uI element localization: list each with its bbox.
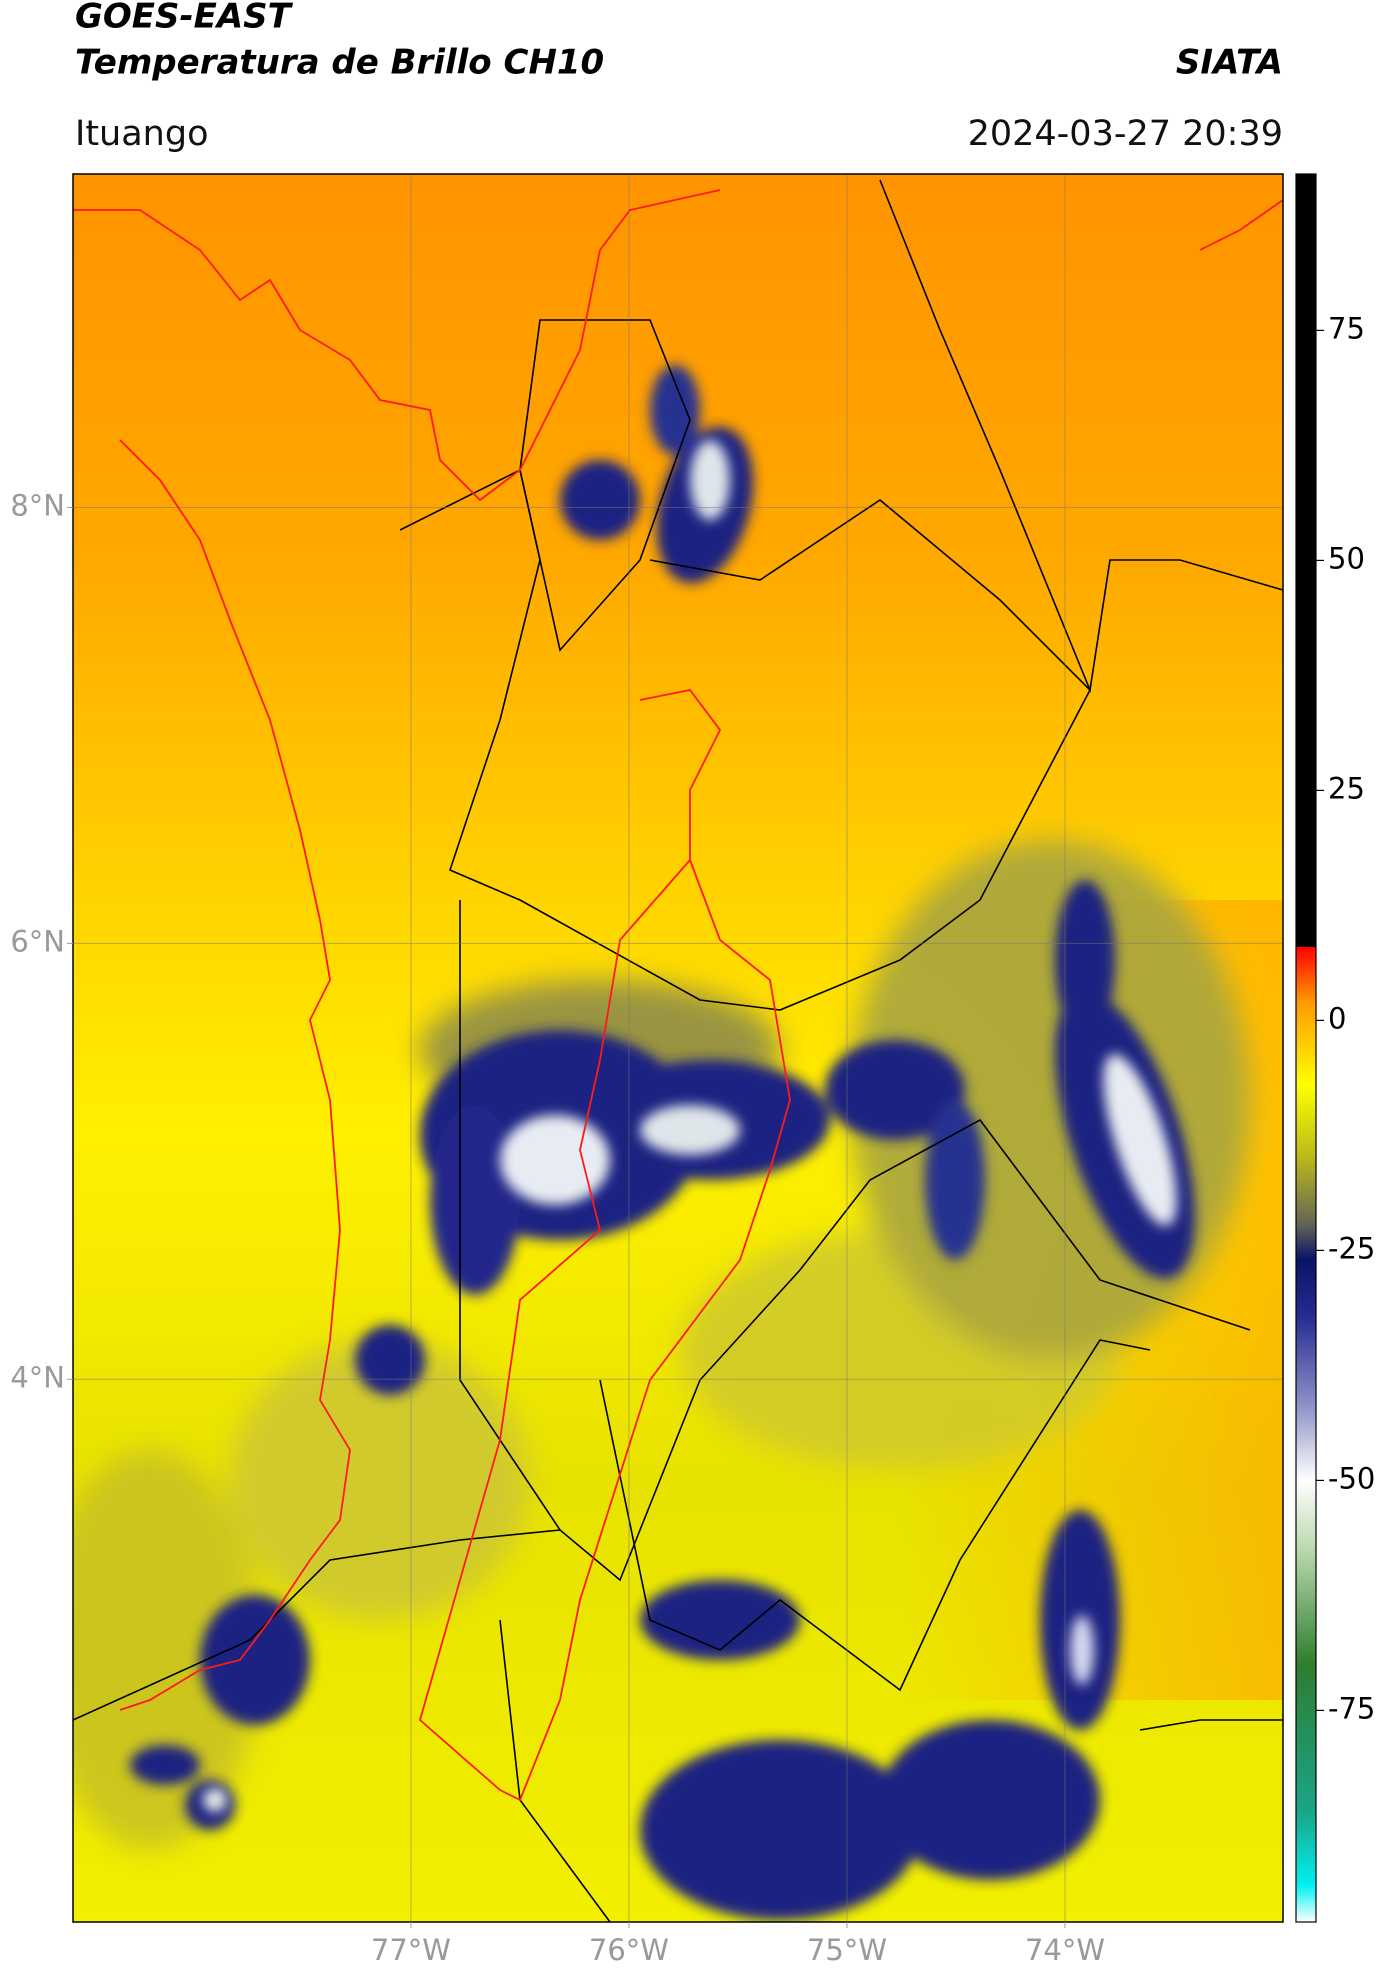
datetime: 2024-03-27 20:39 bbox=[968, 114, 1283, 154]
map-frame bbox=[72, 173, 1284, 1923]
colorbar-tick-label: 25 bbox=[1328, 771, 1365, 805]
colorbar-tick-label: 75 bbox=[1328, 311, 1365, 345]
source: SIATA bbox=[1176, 43, 1283, 83]
map-image bbox=[73, 174, 1283, 1922]
subtitle: Temperatura de Brillo CH10 bbox=[75, 43, 604, 83]
title: GOES-EAST bbox=[75, 0, 294, 37]
colorbar bbox=[1295, 173, 1317, 1923]
y-tick-label: 4°N bbox=[10, 1360, 65, 1394]
x-tick-label: 76°W bbox=[589, 1933, 669, 1967]
colorbar-tick-label: -25 bbox=[1328, 1231, 1375, 1265]
grid bbox=[73, 174, 1283, 1922]
x-tick-label: 77°W bbox=[371, 1933, 451, 1967]
colorbar-tick-label: 0 bbox=[1328, 1001, 1346, 1035]
x-tick-label: 74°W bbox=[1025, 1933, 1105, 1967]
y-tick-label: 8°N bbox=[10, 488, 65, 522]
colorbar-tick-label: -75 bbox=[1328, 1691, 1375, 1725]
colorbar-tick-label: -50 bbox=[1328, 1461, 1375, 1495]
colorbar-tick-label: 50 bbox=[1328, 541, 1365, 575]
location: Ituango bbox=[75, 114, 209, 154]
y-tick-label: 6°N bbox=[10, 924, 65, 958]
x-tick-label: 75°W bbox=[807, 1933, 887, 1967]
